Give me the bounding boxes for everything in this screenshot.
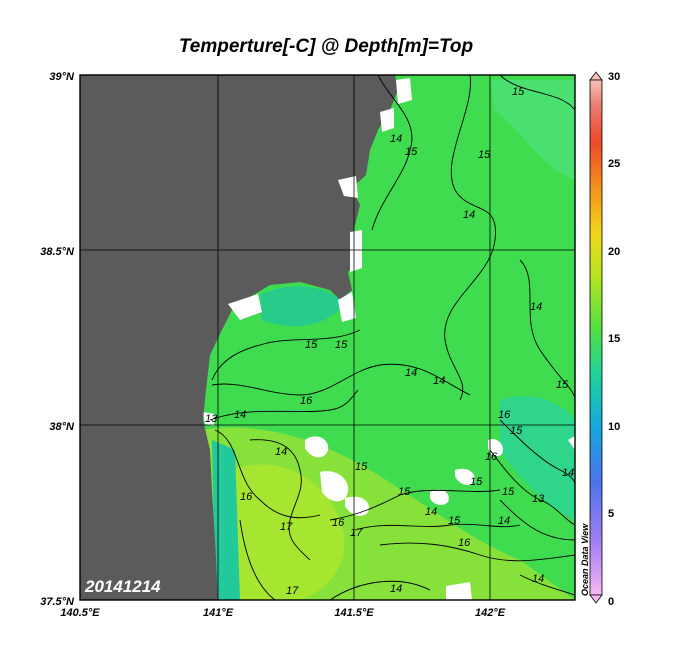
contour-label: 14 [234,409,246,421]
contour-label: 16 [498,409,511,421]
colorbar-gradient-bar [589,79,603,596]
contour-label: 14 [463,209,475,221]
lat-tick-label: 37.5°N [40,596,75,608]
nodata-patch [446,582,472,600]
contour-label: 16 [332,517,345,529]
contour-label: 14 [390,583,402,595]
contour-label: 15 [512,86,525,98]
contour-label: 15 [335,339,348,351]
colorbar-bottom-arrow [589,594,603,604]
contour-label: 17 [280,521,293,533]
contour-label: 16 [458,537,471,549]
ocean-field [80,75,575,600]
lat-tick-label: 39°N [49,71,75,83]
contour-label: 14 [498,515,510,527]
graticule [80,75,575,600]
contour-label: 15 [305,339,318,351]
map-frame [79,74,576,601]
nodata-patch [455,468,475,485]
coast-fringe [338,292,356,322]
contour-label: 13 [532,493,545,505]
lon-tick-label: 142°E [475,607,506,619]
contour-label: 15 [478,149,491,161]
map-title: Temperture[-C] @ Depth[m]=Top [178,36,474,57]
contour-lines [209,75,575,600]
contour-label: 14 [530,301,542,313]
colorbar-tick-label: 10 [608,421,620,433]
contour-label: 15 [556,379,569,391]
contour-label: 15 [355,461,368,473]
contour-label: 17 [350,527,363,539]
lon-axis: 140.5°E 141°E 141.5°E 142°E [60,607,505,619]
contour-labels: 15 14 15 15 14 14 15 15 14 14 15 16 14 1… [205,86,574,597]
nodata-patch [430,489,449,505]
contour-label: 14 [405,367,417,379]
lon-tick-label: 141.5°E [334,607,374,619]
cool-northeast [490,80,575,180]
coast-fringe [350,230,362,272]
contour-label: 15 [405,146,418,158]
contour-label: 17 [286,585,299,597]
contour-label: 16 [300,395,313,407]
contour-label: 14 [433,375,445,387]
contour-label: 15 [502,486,515,498]
colorbar-tick-label: 15 [608,333,620,345]
lon-tick-label: 140.5°E [60,607,100,619]
colorbar: 30 25 20 15 10 5 0 [589,71,620,608]
contour-label: 15 [398,486,411,498]
contour-label: 16 [240,491,253,503]
lon-tick-label: 141°E [203,607,234,619]
contour-label: 15 [470,476,483,488]
contour-label: 13 [205,413,218,425]
lat-axis: 39°N 38.5°N 38°N 37.5°N [40,71,75,608]
contour-label: 14 [275,446,287,458]
land [80,75,398,600]
coast-fringe [228,294,262,320]
colorbar-top-arrow [589,71,603,81]
colorbar-tick-label: 25 [608,158,620,170]
contour-label: 14 [425,506,437,518]
lat-tick-label: 38.5°N [40,246,75,258]
coast-fringe [396,78,412,104]
date-stamp: 20141214 [84,577,161,596]
cool-east [500,396,575,520]
contour-label: 14 [562,467,574,479]
cool-coast-south [212,440,240,600]
coast-fringe [338,176,358,198]
nodata-patch [203,412,215,426]
contour-label: 15 [448,515,461,527]
nodata-patch [568,436,575,450]
colorbar-tick-label: 5 [608,508,614,520]
lat-tick-label: 38°N [49,421,75,433]
contour-label: 14 [390,133,402,145]
contour-label: 14 [532,573,544,585]
colorbar-tick-label: 20 [608,246,620,258]
colorbar-tick-label: 30 [608,71,620,83]
ocean-data-view-watermark: Ocean Data View [580,523,590,596]
colorbar-tick-label: 0 [608,596,614,608]
contour-label: 16 [485,451,498,463]
nodata-patch [305,436,329,458]
contour-label: 15 [510,425,523,437]
coast-fringe [380,108,394,132]
cool-bay [260,286,345,327]
nodata-patch [320,471,349,502]
